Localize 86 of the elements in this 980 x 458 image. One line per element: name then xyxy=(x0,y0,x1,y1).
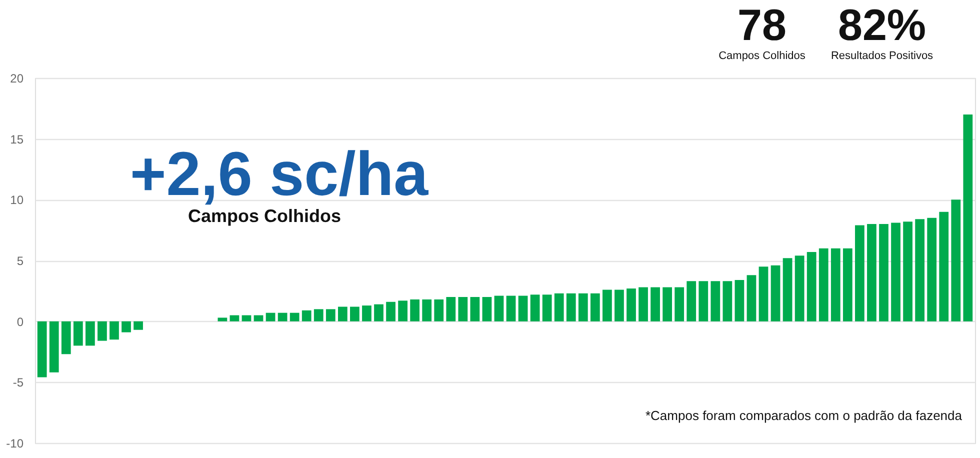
bar xyxy=(806,252,816,322)
bar xyxy=(746,275,756,322)
y-tick-label: -10 xyxy=(6,436,24,450)
y-tick-label: -5 xyxy=(12,376,24,390)
bar xyxy=(446,297,456,322)
annotation: *Campos foram comparados com o padrão da fazenda xyxy=(645,408,963,423)
bar xyxy=(458,297,468,322)
bar xyxy=(879,224,888,322)
bar xyxy=(482,297,492,322)
bar xyxy=(638,287,648,322)
bar xyxy=(542,294,552,322)
bar xyxy=(530,294,540,322)
bar xyxy=(302,310,312,322)
bar xyxy=(794,256,804,322)
bar xyxy=(242,315,252,322)
bar xyxy=(867,224,876,322)
bar xyxy=(891,222,900,322)
bar xyxy=(134,321,143,330)
bar xyxy=(278,312,288,322)
bar xyxy=(698,281,708,322)
bar xyxy=(230,315,240,322)
bar xyxy=(470,297,480,322)
bar xyxy=(686,281,696,322)
bar xyxy=(350,306,360,322)
bar xyxy=(218,318,228,322)
bar xyxy=(326,309,336,322)
text: 78 xyxy=(738,1,786,50)
y-tick-label: 0 xyxy=(16,314,24,329)
annotation: +2,6 sc/ha xyxy=(130,140,429,209)
bar xyxy=(939,212,949,322)
bar xyxy=(61,321,71,354)
annotation: Campos Colhidos xyxy=(188,206,342,226)
bar xyxy=(830,248,840,322)
bar xyxy=(602,290,612,322)
bar xyxy=(338,306,348,322)
bar xyxy=(578,293,588,322)
bar xyxy=(650,287,660,322)
text: 82% xyxy=(838,1,926,50)
bar xyxy=(927,218,937,322)
bar xyxy=(254,315,264,322)
bar xyxy=(374,304,384,322)
bar xyxy=(782,258,792,322)
y-tick-label: 20 xyxy=(10,72,24,86)
bar xyxy=(290,312,300,322)
bar xyxy=(314,309,324,322)
bar xyxy=(386,302,396,322)
bar xyxy=(422,299,432,322)
bar xyxy=(590,293,600,322)
bar xyxy=(855,225,864,322)
text: Resultados Positivos xyxy=(830,50,934,62)
bar xyxy=(518,296,528,322)
bar xyxy=(434,299,444,322)
bar xyxy=(494,296,504,322)
y-tick-label: 15 xyxy=(10,132,24,146)
bar xyxy=(734,280,744,322)
bar xyxy=(554,293,564,322)
bar xyxy=(963,114,973,322)
bar xyxy=(758,266,768,322)
bar xyxy=(842,248,852,322)
bar xyxy=(626,288,636,322)
bar xyxy=(122,321,131,332)
bar xyxy=(410,299,420,322)
text: Campos Colhidos xyxy=(718,50,806,62)
bar xyxy=(722,281,732,322)
bar xyxy=(37,321,47,378)
bar xyxy=(818,248,828,322)
bar xyxy=(566,293,576,322)
bar xyxy=(915,219,924,322)
bar xyxy=(770,265,780,322)
bar xyxy=(674,287,684,322)
bar xyxy=(362,306,372,322)
bar xyxy=(86,321,95,346)
bar xyxy=(398,300,408,322)
bar xyxy=(710,281,720,322)
bar xyxy=(662,287,672,322)
bar xyxy=(614,290,624,322)
bar xyxy=(73,321,83,346)
bar xyxy=(506,296,516,322)
bar xyxy=(266,312,276,322)
bar xyxy=(951,200,961,322)
bar xyxy=(110,321,119,340)
y-tick-label: 5 xyxy=(16,254,24,268)
y-tick-label: 10 xyxy=(10,193,24,208)
bar xyxy=(49,321,59,372)
bar xyxy=(903,222,912,322)
bar xyxy=(98,321,107,341)
